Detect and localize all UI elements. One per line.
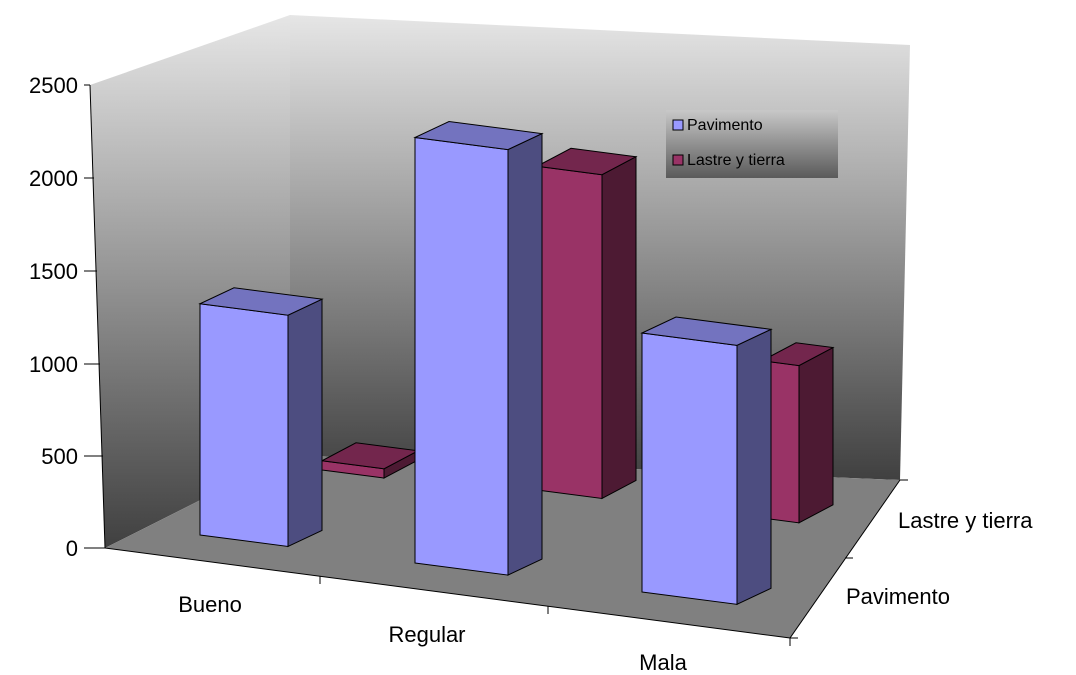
- bar-front-face: [536, 165, 603, 500]
- bar-side-face: [798, 346, 834, 524]
- bar-top-face: [413, 120, 544, 151]
- depth-label-pavimento: Pavimento: [846, 584, 950, 609]
- y-tick-label: 1000: [29, 352, 78, 377]
- category-label-bueno: Bueno: [178, 592, 242, 617]
- bar-top-face: [640, 316, 773, 346]
- y-tick-label: 1500: [29, 259, 78, 284]
- y-ticks: 0 500 1000 1500 2000 2500: [29, 73, 105, 561]
- depth-axis-line: [789, 479, 901, 639]
- bar-front-face: [414, 136, 509, 576]
- legend-label-pavimento: Pavimento: [687, 117, 763, 134]
- legend-box: [666, 110, 838, 178]
- bar-top-face: [198, 287, 324, 316]
- bar-lastre-y-tierra-bueno: [320, 442, 420, 479]
- y-axis-line: [89, 84, 106, 549]
- x-ticks: Bueno Regular Mala: [178, 576, 791, 675]
- y-tick-label: 0: [66, 536, 78, 561]
- category-label-regular: Regular: [388, 622, 465, 647]
- legend-swatch-lastre: [672, 154, 684, 166]
- y-tick-label: 2000: [29, 166, 78, 191]
- bar-top-face: [760, 342, 835, 367]
- bar-pavimento-regular: [413, 120, 544, 576]
- legend-label-lastre: Lastre y tierra: [687, 152, 785, 169]
- bar-lastre-y-tierra-mala: [760, 342, 835, 524]
- bar-front-face: [641, 332, 738, 605]
- bar-side-face: [736, 328, 772, 606]
- bar-lastre-y-tierra-regular: [535, 147, 638, 500]
- y-tick-label: 500: [41, 444, 78, 469]
- bar-front-face: [199, 303, 289, 548]
- bar-side-face: [601, 155, 637, 500]
- bar-side-face: [287, 298, 323, 548]
- bars: [198, 120, 835, 606]
- legend-swatch-pavimento: [672, 119, 684, 131]
- bar-side-face: [507, 132, 543, 576]
- depth-label-lastre: Lastre y tierra: [898, 508, 1033, 533]
- x-axis-line: [104, 547, 791, 639]
- y-tick-label: 2500: [29, 73, 78, 98]
- legend: Pavimento Lastre y tierra: [666, 110, 838, 178]
- bar-pavimento-mala: [640, 316, 773, 606]
- bar-top-face: [535, 147, 638, 176]
- bar-pavimento-bueno: [198, 287, 324, 548]
- category-label-mala: Mala: [639, 650, 687, 675]
- depth-ticks: Lastre y tierra Pavimento: [790, 479, 1033, 639]
